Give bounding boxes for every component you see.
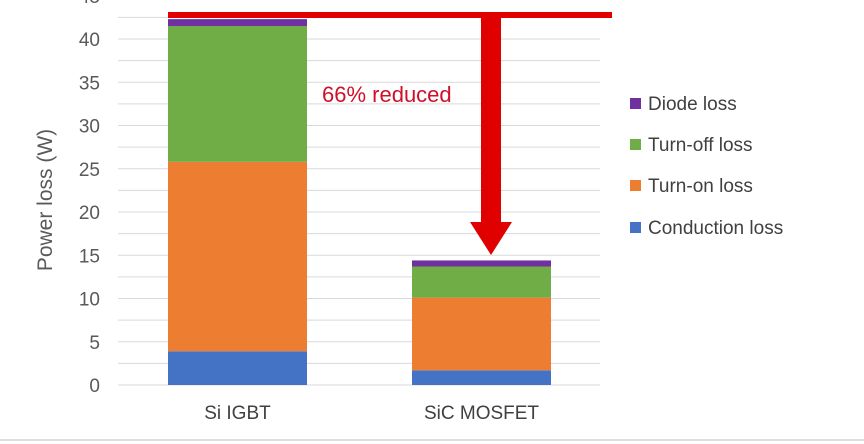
legend-label: Conduction loss [648, 218, 783, 239]
y-tick-label: 10 [79, 290, 100, 311]
legend-swatch [630, 222, 641, 233]
bar-segment [168, 161, 307, 352]
arrow-shaft [481, 12, 501, 224]
y-tick-label: 35 [79, 73, 100, 94]
y-tick-label: 0 [89, 376, 100, 397]
bar-segment [168, 351, 307, 385]
x-tick-label: Si IGBT [204, 403, 271, 424]
x-tick-label: SiC MOSFET [424, 403, 539, 424]
legend-label: Turn-off loss [648, 135, 753, 156]
bar-segment [412, 297, 551, 371]
y-tick-label: 15 [79, 246, 100, 267]
y-tick-label: 25 [79, 160, 100, 181]
y-tick-label: 30 [79, 117, 100, 138]
bar-segment [168, 26, 307, 162]
annotation-text: 66% reduced [322, 82, 452, 107]
bar-segment [412, 266, 551, 298]
legend-swatch [630, 139, 641, 150]
y-tick-label: 45 [79, 0, 100, 8]
y-tick-label: 20 [79, 203, 100, 224]
legend-swatch [630, 98, 641, 109]
y-axis-label: Power loss (W) [34, 129, 57, 271]
y-tick-label: 40 [79, 30, 100, 51]
bar-segment [412, 370, 551, 385]
arrow-head [470, 222, 512, 255]
y-tick-label: 5 [89, 333, 100, 354]
legend-label: Turn-on loss [648, 176, 753, 197]
bar-segment [168, 19, 307, 27]
bar-segment [412, 260, 551, 267]
legend-swatch [630, 180, 641, 191]
reduction-line [168, 12, 612, 18]
legend-label: Diode loss [648, 94, 737, 115]
